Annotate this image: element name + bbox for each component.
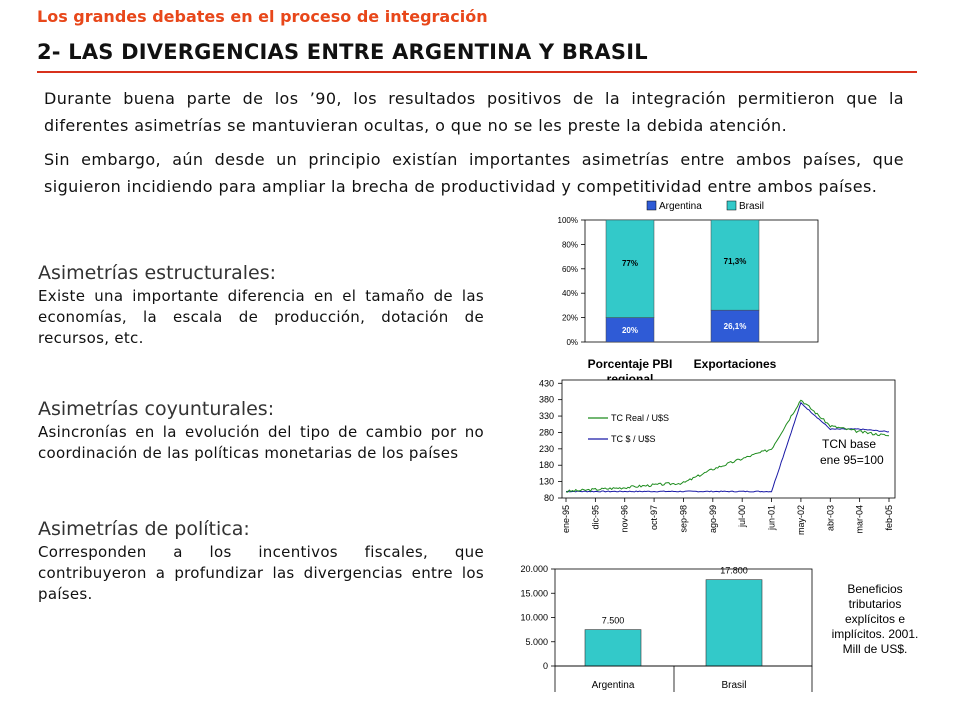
plot-area: 80 130 180 230 280 330 380 430 ene-95 dic-95 nov-9… [539,378,896,535]
y-tick-label: 0 [543,661,548,671]
section-heading: Asimetrías estructurales: [38,262,277,284]
bar [705,579,763,667]
y-tick-label: 330 [539,411,554,421]
base-annotation: ene 95=100 [820,453,884,467]
section-conjunctural: Asimetrías coyunturales: Asincronías en … [38,398,484,464]
y-tick-label: 40% [562,289,578,298]
y-tick-label: 80% [562,240,578,249]
note-line: implícitos. 2001. [832,627,919,641]
bar-segment [605,219,655,318]
y-tick-label: 380 [539,395,554,405]
intro-paragraph-2: Sin embargo, aún desde un principio exis… [44,150,904,196]
x-tick-label: nov-96 [620,505,630,533]
x-tick-label: Brasil [721,680,746,691]
exchange-rate-chart: 80 130 180 230 280 330 380 430 ene-95 dic-95 nov-9… [539,378,896,535]
y-tick-label: 180 [539,460,554,470]
title-divider [37,71,917,73]
fiscal-benefits-chart: 0 5.000 10.000 15.000 20.000 7.500 Argentina 17… [520,564,919,692]
legend-label-argentina: Argentina [659,201,702,212]
section-body: Existe una importante diferencia en el t… [38,287,484,347]
legend-label-brasil: Brasil [739,201,764,212]
y-tick-label: 10.000 [520,613,548,623]
y-tick-label: 80 [544,493,554,503]
y-tick-label: 15.000 [520,588,548,598]
plot-area: 0% 20% 40% 60% 80% 100% 20% 77% 26,1% 71,3% [558,216,819,347]
section-heading: Asimetrías coyunturales: [38,398,275,420]
x-tick-label: dic-95 [590,505,600,530]
bar-segment [710,219,760,311]
y-tick-label: 230 [539,444,554,454]
note-line: explícitos e [845,612,905,626]
data-label: 71,3% [724,257,747,266]
y-tick-label: 20.000 [520,564,548,574]
bar [584,629,642,667]
y-tick-label: 60% [562,265,578,274]
note-line: Mill de US$. [843,642,908,656]
section-policy: Asimetrías de política: Corresponden a l… [38,518,484,605]
data-label: 26,1% [724,322,747,331]
plot-area: 0 5.000 10.000 15.000 20.000 7.500 Argentina 17… [520,564,813,692]
section-kicker: Los grandes debates en el proceso de int… [37,7,488,26]
legend-label-tc-nominal: TC $ / U$S [611,434,656,444]
y-tick-label: 5.000 [525,637,548,647]
intro-paragraph-1: Durante buena parte de los ’90, los resu… [44,89,904,135]
y-tick-label: 130 [539,477,554,487]
legend-label-tc-real: TC Real / U$S [611,413,669,423]
series-line-tc-nominal [565,401,890,493]
y-tick-label: 430 [539,378,554,388]
section-body: Asincronías en la evolución del tipo de … [38,423,484,462]
note-line: tributarios [849,597,902,611]
legend-swatch-argentina [646,200,657,211]
bar-segment [710,309,760,343]
legend-swatch-brasil [726,200,737,211]
legend: Argentina Brasil [646,200,764,212]
x-tick-label: ago-99 [708,505,718,533]
x-tick-label: oct-97 [649,505,659,530]
data-label: 20% [622,326,638,335]
section-structural: Asimetrías estructurales: Existe una imp… [38,262,484,349]
series-line-tc-real [565,399,890,493]
bar-segment [605,317,655,343]
stacked-share-chart: Argentina Brasil 0% 20% 40% 60% 80% 100% 20% 77… [558,200,819,386]
x-tick-label: ene-95 [561,505,571,533]
y-tick-label: 100% [558,216,578,225]
data-label: 77% [622,259,638,268]
x-tick-label: jun-01 [767,505,777,531]
x-tick-label: jul-00 [737,505,747,528]
legend: TC Real / U$S TC $ / U$S [588,413,669,444]
category-label: Porcentaje PBI [588,357,673,371]
page-title: 2- LAS DIVERGENCIAS ENTRE ARGENTINA Y BR… [37,40,648,64]
data-label: 17.800 [720,566,748,576]
note-line: Beneficios [847,582,902,596]
y-tick-label: 20% [562,314,578,323]
y-tick-label: 280 [539,427,554,437]
x-tick-label: may-02 [796,505,806,535]
base-annotation: TCN base [822,437,876,451]
x-tick-label: feb-05 [884,505,894,531]
section-heading: Asimetrías de política: [38,518,250,540]
x-tick-label: Argentina [592,680,635,691]
x-tick-label: mar-04 [855,505,865,534]
data-label: 7.500 [602,616,625,626]
section-body: Corresponden a los incentivos fiscales, … [38,543,484,603]
x-tick-label: abr-03 [825,505,835,531]
plot-frame [561,379,896,499]
y-tick-label: 0% [566,338,578,347]
x-tick-label: sep-98 [678,505,688,533]
category-label: Exportaciones [694,357,777,371]
